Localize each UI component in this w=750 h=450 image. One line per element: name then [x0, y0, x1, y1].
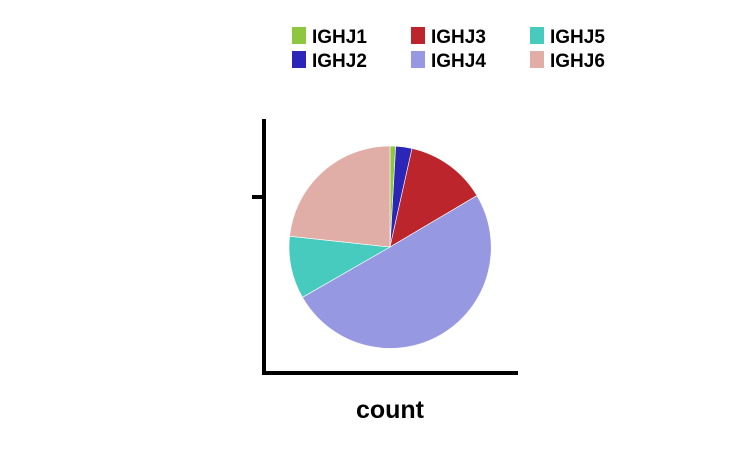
pie-slice-ighj4: [302, 195, 492, 349]
legend-label: IGHJ6: [550, 51, 605, 72]
legend-swatch: [411, 27, 425, 44]
legend-label: IGHJ5: [550, 27, 605, 48]
legend-item-ighj4: IGHJ4: [411, 51, 486, 72]
pie-slice-ighj3: [389, 148, 478, 248]
legend-item-ighj3: IGHJ3: [411, 27, 486, 48]
legend-swatch: [292, 51, 306, 68]
x-axis-label: count: [356, 396, 425, 424]
legend-item-ighj5: IGHJ5: [530, 27, 605, 48]
legend-label: IGHJ1: [312, 27, 367, 48]
legend-item-ighj2: IGHJ2: [292, 51, 367, 72]
legend-swatch: [530, 51, 544, 68]
legend-swatch: [530, 27, 544, 44]
chart-axes: [252, 119, 518, 375]
legend-label: IGHJ2: [312, 51, 367, 72]
pie-slice-ighj6: [289, 145, 391, 248]
legend-item-ighj6: IGHJ6: [530, 51, 605, 72]
legend-item-ighj1: IGHJ1: [292, 27, 367, 48]
chart-legend: IGHJ1 IGHJ2 IGHJ3 IGHJ4 IGHJ5 IGHJ6: [292, 27, 605, 72]
legend-swatch: [292, 27, 306, 44]
legend-label: IGHJ4: [431, 51, 486, 72]
legend-label: IGHJ3: [431, 27, 486, 48]
legend-swatch: [411, 51, 425, 68]
pie-slices: [288, 145, 492, 349]
